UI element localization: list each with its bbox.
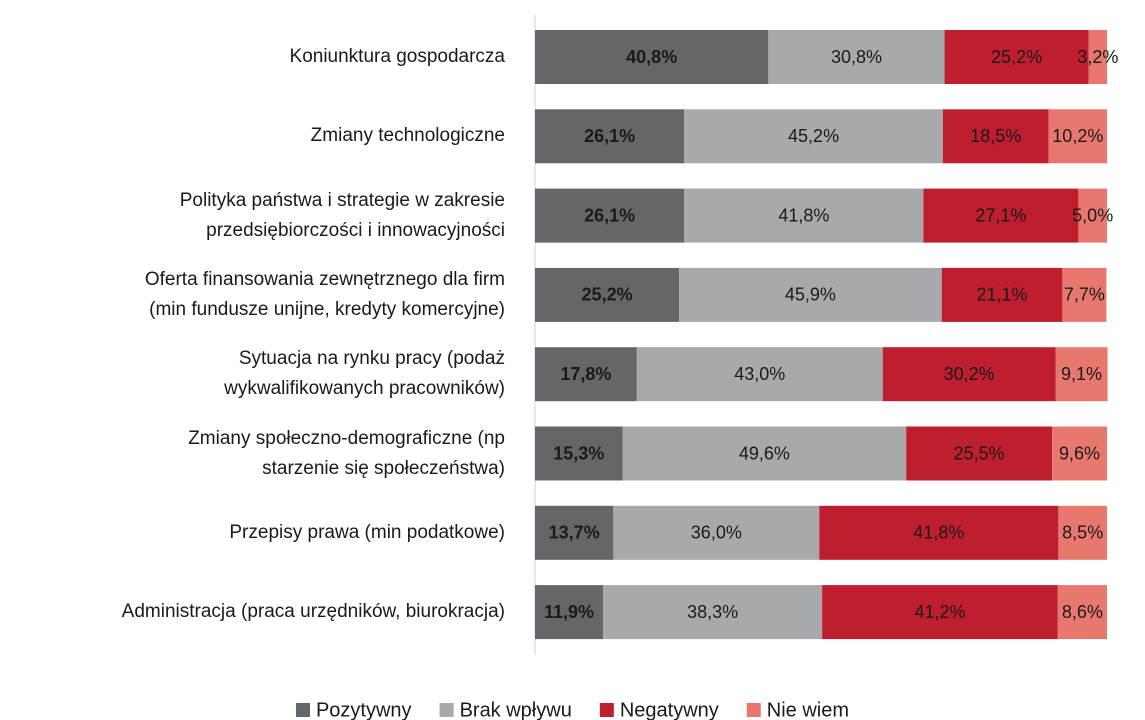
data-label: 49,6% (739, 443, 790, 463)
bar-segment (942, 109, 1049, 164)
bar-segment (822, 585, 1058, 640)
bar-segment (535, 505, 614, 560)
bar-segment (684, 109, 943, 164)
data-label: 18,5% (970, 126, 1021, 146)
bar-segment (1055, 347, 1108, 402)
data-label: 25,2% (991, 47, 1042, 67)
legend-label: Negatywny (620, 699, 719, 720)
data-label: 26,1% (584, 205, 635, 225)
legend-label: Nie wiem (767, 699, 849, 720)
data-label: 8,6% (1062, 602, 1103, 622)
data-label: 11,9% (544, 602, 594, 622)
data-label: 21,1% (977, 285, 1028, 305)
bar-segment (1052, 426, 1107, 481)
bar-segment (535, 267, 680, 322)
data-label: 27,1% (975, 205, 1026, 225)
data-label: 40,8% (626, 47, 677, 67)
bar-segment (768, 30, 945, 84)
legend-label: Pozytywny (316, 699, 412, 720)
legend-swatch (599, 703, 614, 717)
data-label: 36,0% (691, 523, 742, 543)
category-label: Zmiany społeczno-demograficzne (np starz… (188, 427, 505, 479)
category-label: Koniunktura gospodarcza (289, 46, 505, 67)
data-label: 3,2% (1077, 47, 1118, 67)
bar-segment (1057, 585, 1107, 640)
bar-segment (535, 585, 604, 640)
bar-segment (535, 347, 637, 402)
bar-segment (535, 426, 623, 481)
data-label: 25,2% (582, 285, 633, 305)
legend-swatch (439, 703, 454, 717)
bar-segment (944, 30, 1089, 84)
bar-segment (679, 267, 942, 322)
bar-segment (1058, 505, 1107, 560)
data-label: 17,8% (560, 364, 611, 384)
category-label: Administracja (praca urzędników, biurokr… (121, 601, 505, 623)
bar-segment (636, 347, 883, 402)
data-label: 9,6% (1059, 443, 1100, 463)
bar-segment (1088, 30, 1107, 84)
legend-label: Brak wpływu (460, 699, 572, 720)
data-label: 25,5% (954, 443, 1005, 463)
data-label: 38,3% (687, 602, 738, 622)
category-label: Polityka państwa i strategie w zakresie … (179, 189, 505, 241)
bar-segment (613, 505, 820, 560)
data-label: 45,9% (785, 285, 836, 305)
bar-segment (1048, 109, 1107, 164)
bar-segment (622, 426, 907, 481)
bar-segment (1062, 267, 1107, 322)
bar-segment (923, 188, 1079, 243)
category-label: Zmiany technologiczne (310, 125, 505, 147)
data-label: 45,2% (788, 126, 839, 146)
data-label: 13,7% (549, 523, 600, 543)
category-label: Sytuacja na rynku pracy (podaż wykwalifi… (224, 348, 505, 400)
category-label: Przepisy prawa (min podatkowe) (229, 521, 505, 543)
bar-segment (535, 30, 769, 84)
bar-segment (535, 109, 685, 164)
bar-segment (1078, 188, 1107, 243)
data-label: 41,2% (914, 602, 965, 622)
legend-swatch (295, 703, 310, 717)
bar-segment (819, 505, 1059, 560)
data-label: 8,5% (1062, 523, 1103, 543)
bar-segment (882, 347, 1056, 402)
bar-segment (906, 426, 1053, 481)
bar-segment (603, 585, 823, 640)
bar-segment (535, 188, 685, 243)
data-label: 9,1% (1061, 364, 1102, 384)
data-label: 30,8% (831, 47, 882, 67)
category-label: Oferta finansowania zewnętrznego dla fir… (144, 268, 505, 320)
data-label: 5,0% (1072, 205, 1113, 225)
data-label: 10,2% (1052, 126, 1103, 146)
data-label: 7,7% (1064, 285, 1105, 305)
legend-swatch (746, 703, 761, 717)
data-label: 26,1% (584, 126, 635, 146)
data-label: 43,0% (734, 364, 785, 384)
data-label: 41,8% (778, 205, 829, 225)
bar-segment (684, 188, 924, 243)
bar-segment (941, 267, 1063, 322)
data-label: 15,3% (553, 443, 604, 463)
data-label: 41,8% (913, 523, 964, 543)
data-label: 30,2% (944, 364, 995, 384)
